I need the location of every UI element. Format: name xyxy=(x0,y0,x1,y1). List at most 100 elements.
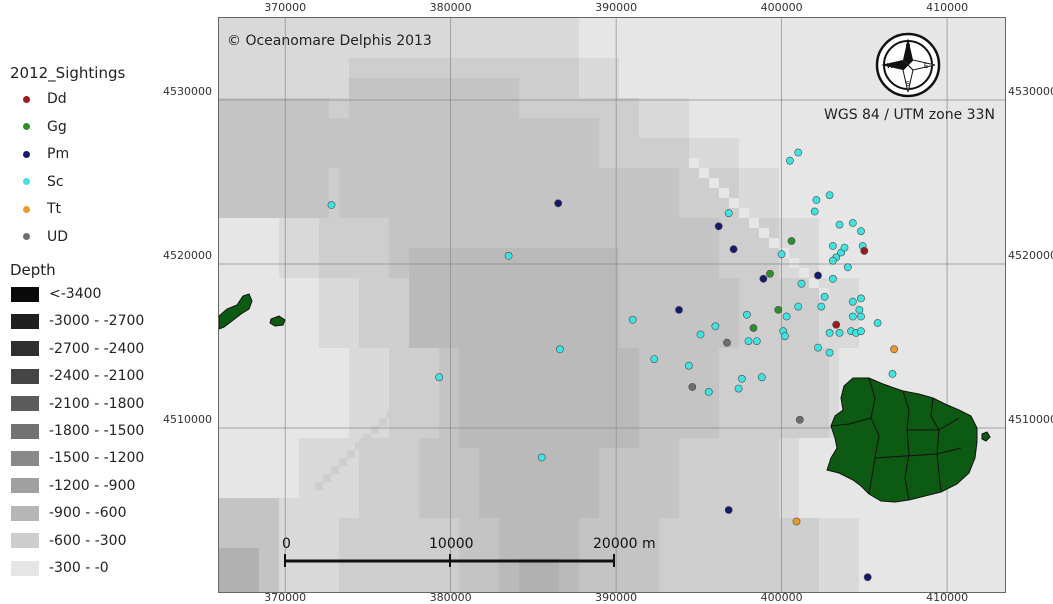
northing-tick-label: 4530000 xyxy=(163,85,212,98)
sighting-point-sc[interactable] xyxy=(825,348,834,357)
depth-cell xyxy=(459,348,639,448)
depth-cell xyxy=(279,118,599,168)
municipal-border xyxy=(830,417,872,427)
sighting-point-sc[interactable] xyxy=(873,319,882,327)
depth-cell xyxy=(699,168,709,178)
sighting-point-sc[interactable] xyxy=(817,302,826,311)
legend-item-pm: Pm xyxy=(0,143,69,165)
northing-tick-label: 4510000 xyxy=(1008,413,1053,426)
sighting-point-sc[interactable] xyxy=(777,250,786,259)
sighting-point-sc[interactable] xyxy=(435,373,443,382)
sighting-point-sc[interactable] xyxy=(628,315,637,324)
sighting-point-sc[interactable] xyxy=(781,332,789,341)
legend-symbol-pm xyxy=(23,150,30,158)
sighting-point-sc[interactable] xyxy=(757,373,766,382)
sighting-point-sc[interactable] xyxy=(797,279,806,288)
sighting-point-sc[interactable] xyxy=(857,312,865,321)
sighting-point-sc[interactable] xyxy=(724,209,733,218)
sighting-point-sc[interactable] xyxy=(744,337,753,345)
sighting-point-sc[interactable] xyxy=(696,330,705,339)
sighting-point-sc[interactable] xyxy=(848,297,857,306)
sighting-point-sc[interactable] xyxy=(825,191,834,199)
sighting-point-sc[interactable] xyxy=(814,343,822,352)
sighting-point-sc[interactable] xyxy=(782,312,791,321)
sighting-point-gg[interactable] xyxy=(787,237,796,245)
sighting-point-sc[interactable] xyxy=(848,312,857,321)
sighting-point-tt[interactable] xyxy=(792,517,801,526)
depth-cell xyxy=(719,188,729,198)
depth-swatch xyxy=(11,286,39,302)
sighting-point-sc[interactable] xyxy=(829,274,837,283)
depth-cell xyxy=(859,518,1005,592)
sighting-point-sc[interactable] xyxy=(888,369,897,378)
sighting-point-pm[interactable] xyxy=(759,274,768,283)
map-canvas[interactable]: N S E W © Oceanomare Delphis 2013 WGS 84… xyxy=(218,17,1006,593)
sighting-point-sc[interactable] xyxy=(794,302,803,311)
depth-cell xyxy=(219,348,349,438)
depth-cell xyxy=(379,418,387,426)
sighting-point-ud[interactable] xyxy=(688,383,697,391)
sighting-point-sc[interactable] xyxy=(711,322,720,331)
sighting-point-dd[interactable] xyxy=(832,320,841,329)
easting-tick-label: 380000 xyxy=(429,591,472,604)
sighting-point-sc[interactable] xyxy=(786,156,794,165)
sighting-point-sc[interactable] xyxy=(857,294,865,303)
depth-cell xyxy=(809,278,819,288)
sighting-point-sc[interactable] xyxy=(857,327,865,336)
sighting-point-gg[interactable] xyxy=(749,324,758,332)
sighting-point-sc[interactable] xyxy=(829,242,837,250)
svg-text:W: W xyxy=(887,62,894,70)
sighting-point-sc[interactable] xyxy=(752,337,761,345)
sighting-point-sc[interactable] xyxy=(825,328,834,337)
sighting-point-sc[interactable] xyxy=(537,453,546,462)
sighting-point-tt[interactable] xyxy=(890,345,898,354)
sighting-point-gg[interactable] xyxy=(766,269,774,278)
sighting-point-pm[interactable] xyxy=(714,222,723,231)
sighting-point-sc[interactable] xyxy=(734,384,743,393)
depth-swatch xyxy=(11,560,39,576)
depth-cell xyxy=(739,138,1005,168)
legend-label: Tt xyxy=(47,201,62,217)
depth-class-label: -2700 - -2400 xyxy=(49,340,145,357)
sighting-point-sc[interactable] xyxy=(855,305,864,314)
depth-cell xyxy=(749,218,759,228)
sighting-point-sc[interactable] xyxy=(810,207,819,216)
sighting-point-gg[interactable] xyxy=(774,305,783,314)
sighting-point-ud[interactable] xyxy=(795,415,804,424)
sighting-point-sc[interactable] xyxy=(820,292,829,301)
sighting-point-sc[interactable] xyxy=(812,196,821,204)
depth-cell xyxy=(363,434,371,442)
legend-label: Dd xyxy=(47,91,67,107)
sighting-point-sc[interactable] xyxy=(848,219,857,227)
sighting-point-pm[interactable] xyxy=(554,199,563,208)
sighting-point-sc[interactable] xyxy=(704,387,713,396)
depth-cell xyxy=(395,402,403,410)
sighting-point-sc[interactable] xyxy=(684,361,693,370)
sighting-point-sc[interactable] xyxy=(835,328,844,337)
sighting-point-sc[interactable] xyxy=(835,220,844,229)
scale-label-10000: 10000 xyxy=(429,536,474,552)
sighting-point-sc[interactable] xyxy=(794,148,803,157)
sighting-point-dd[interactable] xyxy=(860,246,869,255)
sighting-point-sc[interactable] xyxy=(738,374,746,383)
sighting-point-sc[interactable] xyxy=(504,251,513,260)
sighting-point-sc[interactable] xyxy=(843,263,852,272)
sighting-point-pm[interactable] xyxy=(814,271,822,280)
sighting-point-sc[interactable] xyxy=(650,355,659,363)
sighting-point-pm[interactable] xyxy=(729,245,738,254)
sighting-point-pm[interactable] xyxy=(675,305,683,314)
sighting-point-ud[interactable] xyxy=(723,338,731,347)
municipal-border xyxy=(874,447,962,459)
sighting-point-sc[interactable] xyxy=(829,256,837,265)
sighting-point-sc[interactable] xyxy=(555,345,564,354)
depth-swatch xyxy=(11,533,39,549)
sighting-point-sc[interactable] xyxy=(743,310,751,319)
sighting-point-pm[interactable] xyxy=(863,573,872,582)
sighting-point-sc[interactable] xyxy=(857,227,865,236)
depth-swatch xyxy=(11,368,39,384)
sighting-point-pm[interactable] xyxy=(724,506,733,514)
sighting-point-sc[interactable] xyxy=(840,243,849,252)
depth-legend-item: -2100 - -1800 xyxy=(0,393,144,415)
municipal-border xyxy=(907,417,960,431)
sighting-point-sc[interactable] xyxy=(327,201,336,209)
